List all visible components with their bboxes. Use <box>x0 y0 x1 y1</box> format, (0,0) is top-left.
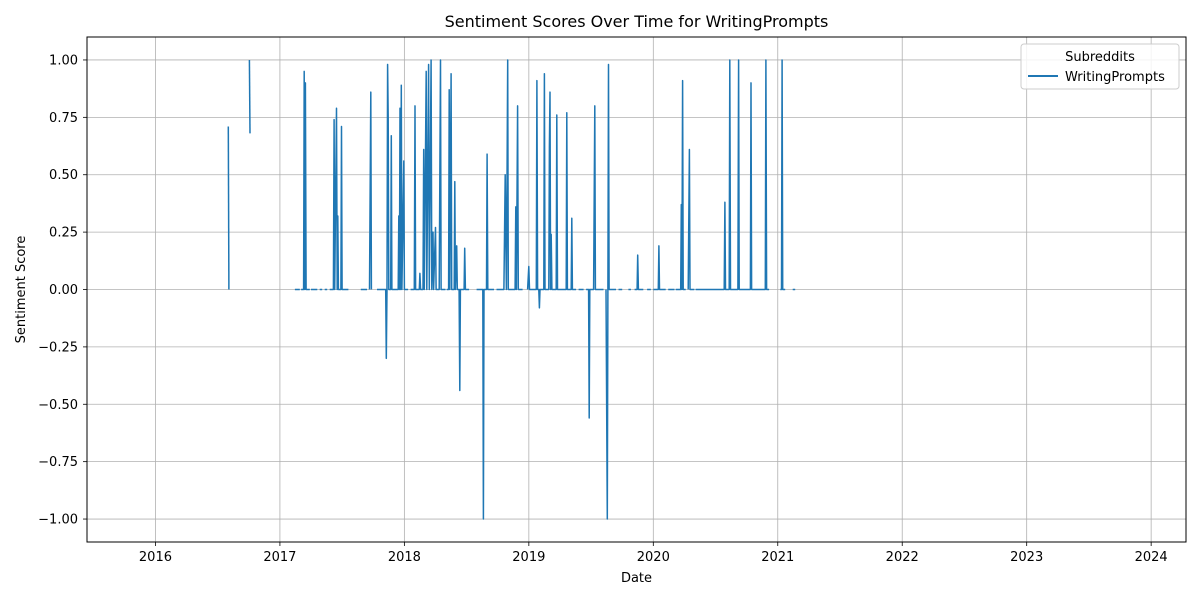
series-line-segment <box>675 79 686 291</box>
x-tick-label: 2023 <box>1010 550 1043 565</box>
x-tick-label: 2020 <box>637 550 670 565</box>
legend-box <box>1020 43 1180 90</box>
legend-title: Subreddits <box>1065 50 1135 65</box>
series-line-segment <box>605 63 616 520</box>
y-axis: −1.00 −0.75 −0.50 −0.25 0.00 0.25 0.50 0.75 1.00 <box>38 53 87 528</box>
series-line-segment <box>687 148 695 291</box>
x-tick-label: 2018 <box>388 550 421 565</box>
series-line-segment <box>526 72 577 309</box>
series-line-segment <box>248 59 251 134</box>
x-tick-label: 2022 <box>886 550 919 565</box>
x-tick-label: 2021 <box>761 550 794 565</box>
series-line-segment <box>476 153 494 520</box>
series-line-segment <box>695 59 770 291</box>
x-tick-label: 2017 <box>263 550 296 565</box>
series-line-segment <box>227 126 230 290</box>
chart-title: Sentiment Scores Over Time for WritingPr… <box>445 12 829 31</box>
series-line-segment <box>377 63 409 360</box>
y-tick-label: −0.50 <box>38 398 78 413</box>
series-line-segment <box>780 59 786 291</box>
x-tick-label: 2019 <box>512 550 545 565</box>
series-layer <box>227 59 796 520</box>
y-tick-label: 0.75 <box>49 111 78 126</box>
y-tick-label: 0.50 <box>49 168 78 183</box>
y-tick-label: 1.00 <box>49 53 78 68</box>
y-axis-title: Sentiment Score <box>14 236 29 344</box>
series-line-segment <box>446 72 470 392</box>
x-axis: 2016 2017 2018 2019 2020 2021 2022 2023 2024 <box>139 542 1168 565</box>
legend: Subreddits WritingPrompts <box>1020 43 1180 90</box>
series-line-segment <box>653 245 666 291</box>
series-line-segment <box>368 91 373 290</box>
y-tick-label: 0.00 <box>49 283 78 298</box>
y-tick-label: −0.25 <box>38 340 78 355</box>
x-tick-label: 2024 <box>1135 550 1168 565</box>
series-line-segment <box>301 70 310 291</box>
legend-label: WritingPrompts <box>1065 70 1165 85</box>
series-line-segment <box>586 105 604 419</box>
x-tick-label: 2016 <box>139 550 172 565</box>
y-tick-label: −0.75 <box>38 455 78 470</box>
series-line-segment <box>496 59 523 291</box>
y-tick-label: −1.00 <box>38 513 78 528</box>
y-tick-label: 0.25 <box>49 226 78 241</box>
series-line-segment <box>329 107 349 291</box>
series-line-segment <box>634 254 644 291</box>
series-line-segment <box>410 59 446 291</box>
x-axis-title: Date <box>621 571 652 586</box>
